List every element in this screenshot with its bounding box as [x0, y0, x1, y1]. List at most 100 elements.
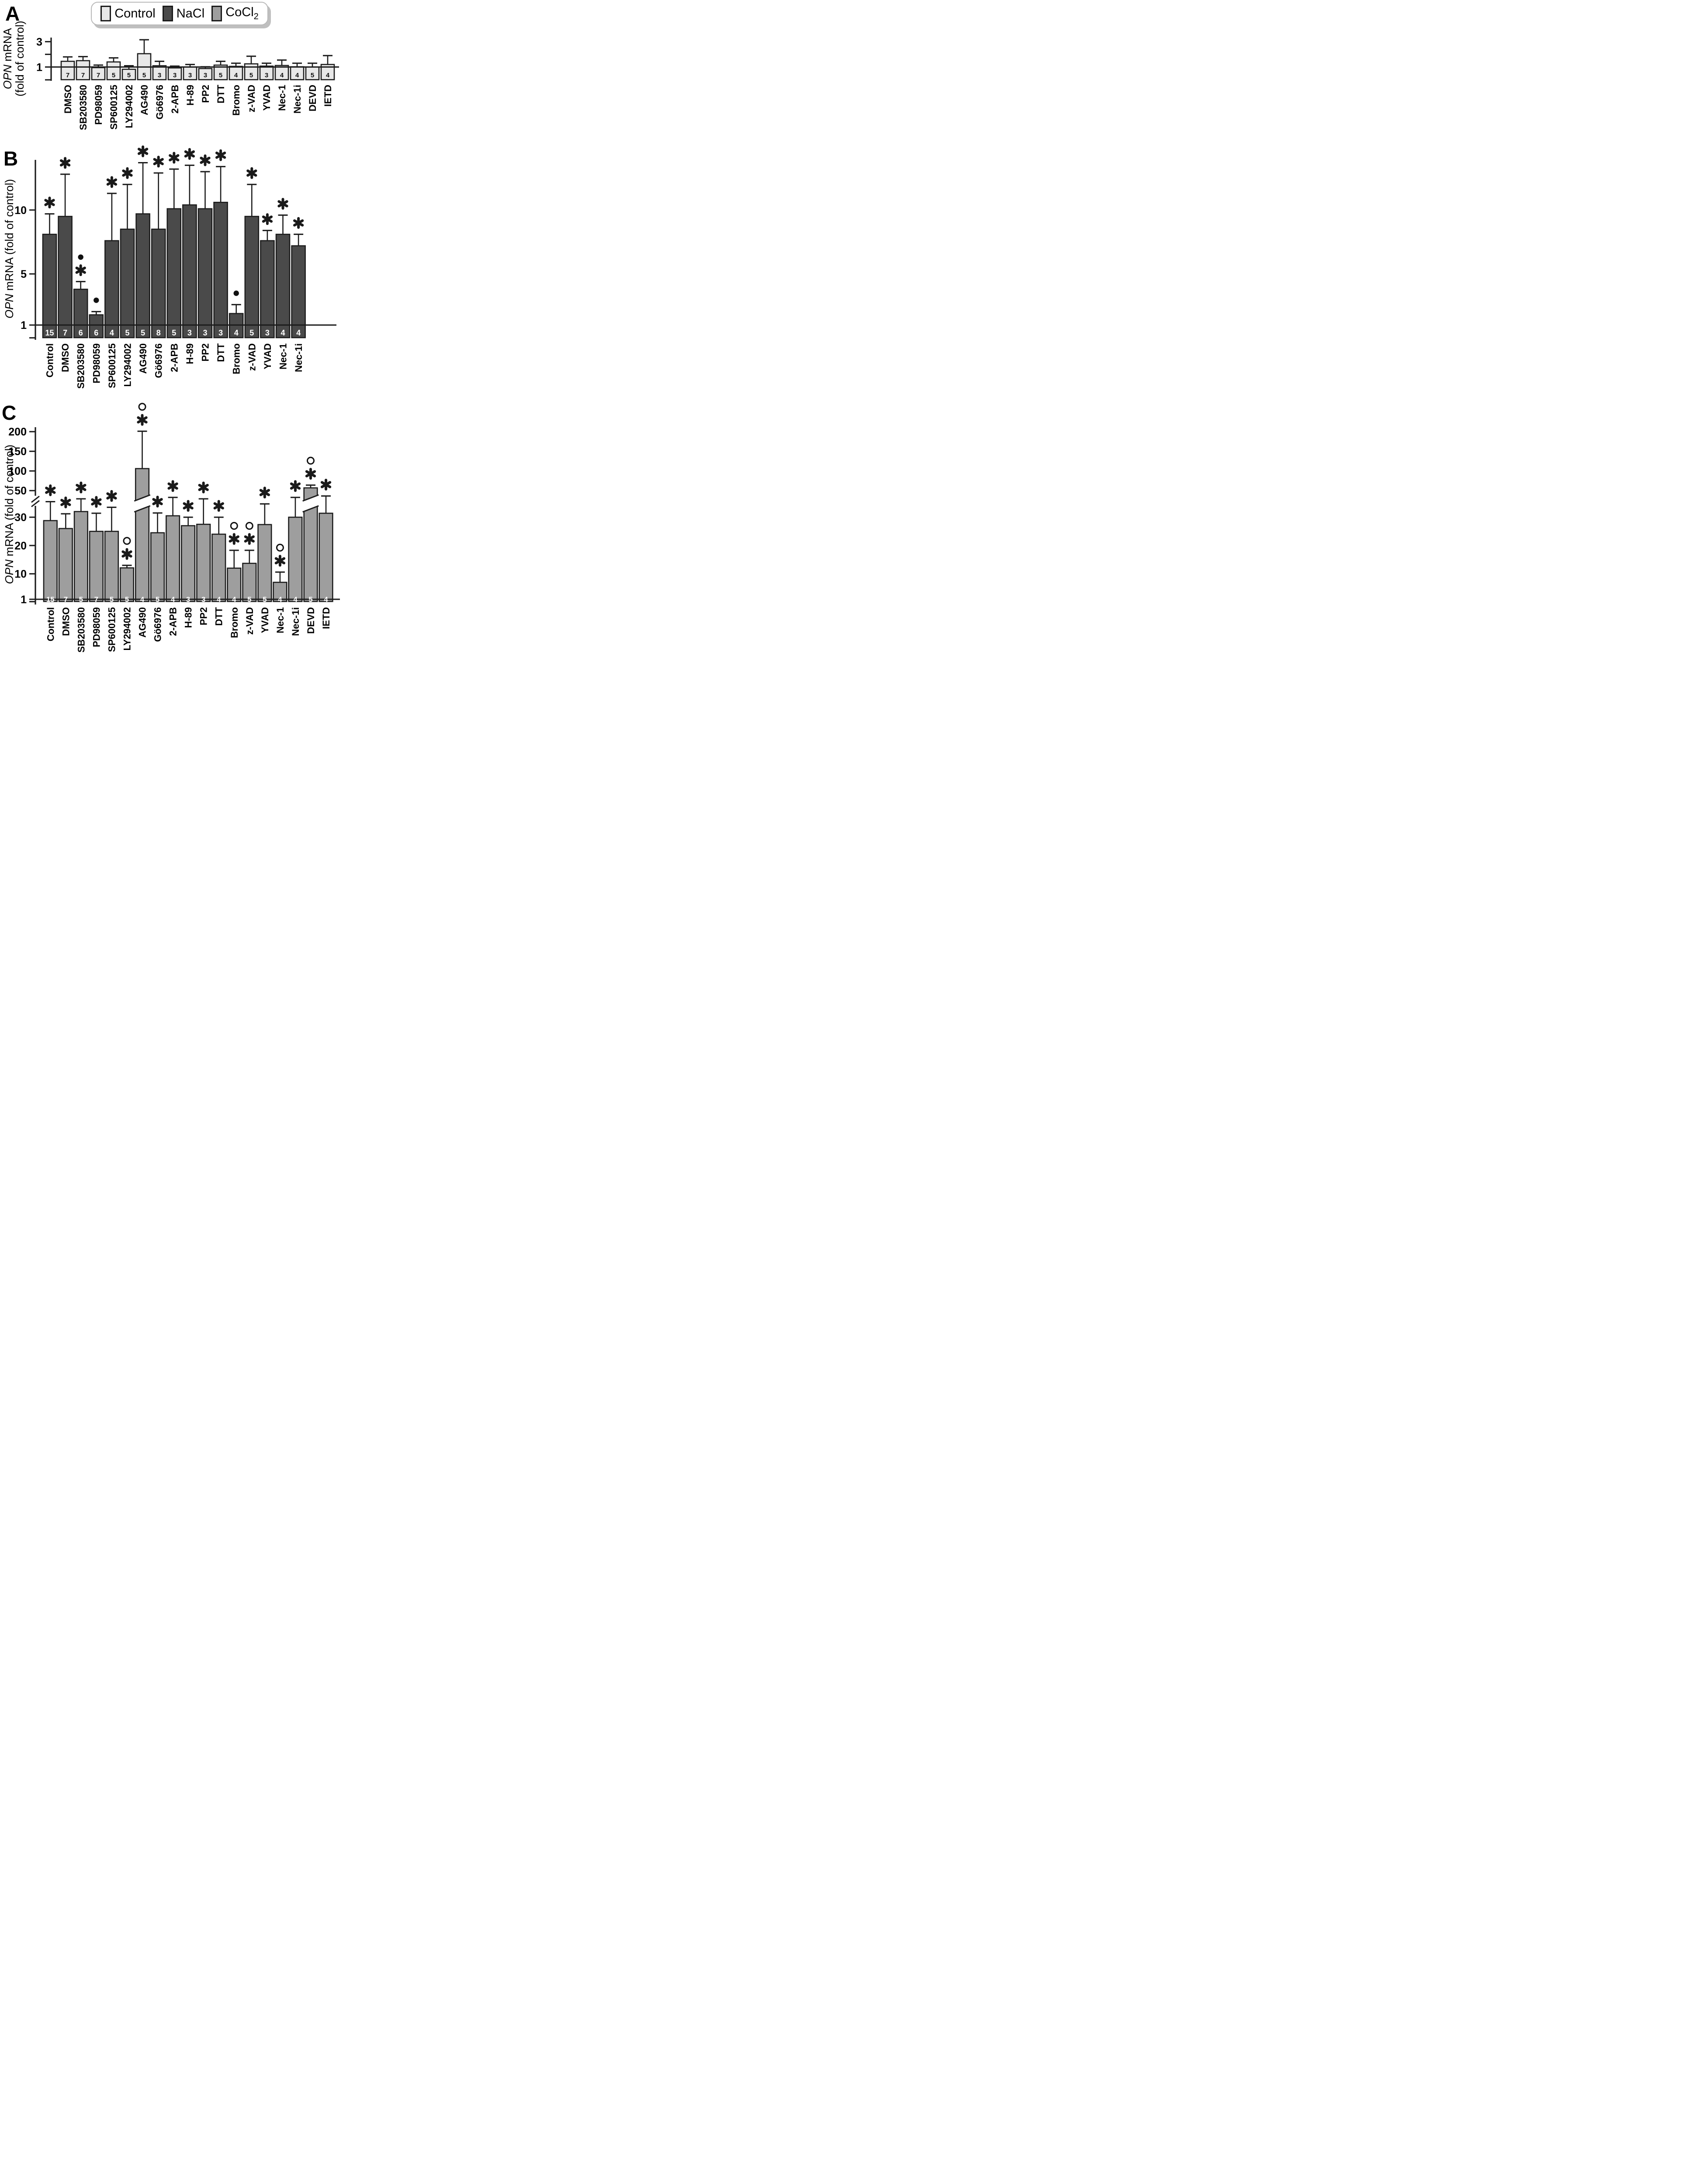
- bar-DMSO: [58, 528, 73, 602]
- x-tick-label: IETD: [321, 607, 332, 629]
- significance-asterisk: [121, 550, 132, 558]
- bar-n-label: 3: [265, 328, 270, 337]
- bar-YVAD: [259, 66, 274, 80]
- significance-asterisk: [137, 416, 148, 424]
- significance-asterisk: [305, 470, 316, 477]
- x-tick-label: H-89: [184, 343, 195, 364]
- significance-asterisk: [277, 200, 288, 207]
- significance-asterisk: [262, 215, 273, 223]
- x-tick-label: SP600125: [106, 607, 117, 652]
- bar-Nec-1: [273, 581, 287, 602]
- x-tick-label: PP2: [200, 85, 211, 103]
- bar-n-label: 5: [79, 595, 83, 604]
- bar-n-label: 7: [64, 595, 68, 604]
- x-tick-label: Gö6976: [152, 607, 163, 642]
- bar-DMSO: [60, 61, 75, 80]
- legend-swatch-nacl: [162, 6, 173, 21]
- bar-n-label: 4: [324, 595, 328, 604]
- bar-n-label: 4: [217, 595, 221, 604]
- bar-n-label: 4: [293, 595, 298, 604]
- significance-asterisk: [153, 158, 164, 166]
- bar-n-label: 3: [218, 328, 223, 337]
- bar-n-label: 15: [45, 328, 54, 337]
- bar-n-label: 5: [125, 595, 129, 604]
- axis-break-edge: [302, 505, 319, 513]
- significance-asterisk: [60, 499, 71, 506]
- x-tick-label: DMSO: [62, 85, 73, 114]
- x-tick-label: DMSO: [60, 607, 71, 636]
- bar-Control: [43, 520, 58, 602]
- x-tick-label: YVAD: [261, 85, 272, 111]
- axis-break-edge: [302, 494, 319, 502]
- x-tick-label: Control: [45, 607, 56, 641]
- bar-n-label: 5: [156, 595, 159, 604]
- bar-H-89: [182, 204, 197, 339]
- significance-circle: [276, 543, 284, 552]
- x-tick-label: SB203580: [76, 607, 87, 653]
- bar-n-label: 15: [46, 595, 55, 604]
- y-tick-label: 30: [14, 511, 27, 524]
- legend-box: Control NaCl CoCl2: [91, 2, 268, 25]
- x-tick-label: z-VAD: [246, 343, 257, 371]
- significance-asterisk: [198, 484, 209, 491]
- significance-asterisk: [184, 150, 195, 158]
- bar-AG490: [135, 468, 150, 602]
- x-tick-label: YVAD: [262, 343, 273, 370]
- bar-n-label: 5: [141, 328, 145, 337]
- x-tick-label: 2-APB: [169, 343, 180, 372]
- axis-break-mark: [31, 500, 40, 508]
- x-tick-label: PD98059: [91, 343, 102, 384]
- x-tick-label: Bromo: [231, 343, 242, 374]
- bar-H-89: [183, 66, 197, 80]
- bar-2-APB: [166, 208, 182, 339]
- y-tick-label: 3: [36, 36, 42, 48]
- y-tick-label: 200: [8, 426, 27, 438]
- bar-Nec-1: [274, 65, 289, 80]
- bar-Gö6976: [151, 228, 166, 339]
- significance-asterisk: [200, 156, 211, 164]
- significance-asterisk: [274, 557, 286, 565]
- x-tick-label: DTT: [215, 343, 226, 362]
- bar-Nec-1: [275, 234, 291, 339]
- x-tick-label: AG490: [138, 343, 149, 374]
- x-tick-label: Nec-1i: [293, 343, 304, 372]
- axis-break-edge: [134, 494, 151, 502]
- bar-2-APB: [166, 515, 180, 602]
- x-tick-label: Control: [45, 343, 55, 377]
- bar-n-label: 4: [296, 328, 301, 337]
- significance-asterisk: [91, 498, 102, 506]
- bar-DMSO: [58, 216, 73, 339]
- bar-n-label: 3: [158, 72, 161, 79]
- bar-z-VAD: [242, 563, 257, 602]
- significance-asterisk: [122, 169, 133, 177]
- significance-asterisk: [215, 152, 226, 159]
- bar-n-label: 5: [172, 328, 176, 337]
- axis-break-band: [134, 495, 150, 512]
- significance-asterisk: [167, 482, 178, 490]
- bar-n-label: 5: [308, 595, 312, 604]
- bar-n-label: 4: [171, 595, 175, 604]
- significance-circle: [306, 456, 315, 465]
- bar-n-label: 4: [326, 72, 330, 79]
- bar-AG490: [135, 213, 150, 339]
- significance-asterisk: [44, 199, 55, 206]
- axis-break-edge: [134, 505, 151, 513]
- significance-asterisk: [106, 178, 118, 186]
- bar-LY294002: [119, 567, 135, 602]
- x-tick-label: SB203580: [76, 343, 87, 389]
- legend-label-cocl2: CoCl2: [225, 5, 259, 21]
- y-axis-title: (fold of control): [13, 21, 26, 96]
- significance-asterisk: [293, 219, 304, 227]
- bar-n-label: 7: [81, 72, 85, 79]
- y-tick-label: 150: [8, 446, 27, 458]
- x-tick-label: Bromo: [229, 607, 240, 638]
- x-tick-label: DEVD: [307, 85, 318, 111]
- x-tick-label: Nec-1: [275, 607, 286, 633]
- significance-asterisk: [244, 535, 255, 543]
- significance-asterisk: [137, 148, 149, 155]
- x-tick-label: AG490: [139, 85, 150, 115]
- bar-PP2: [196, 523, 211, 602]
- bar-n-label: 6: [79, 328, 83, 337]
- x-tick-label: H-89: [183, 607, 194, 628]
- y-tick-label: 100: [8, 465, 27, 477]
